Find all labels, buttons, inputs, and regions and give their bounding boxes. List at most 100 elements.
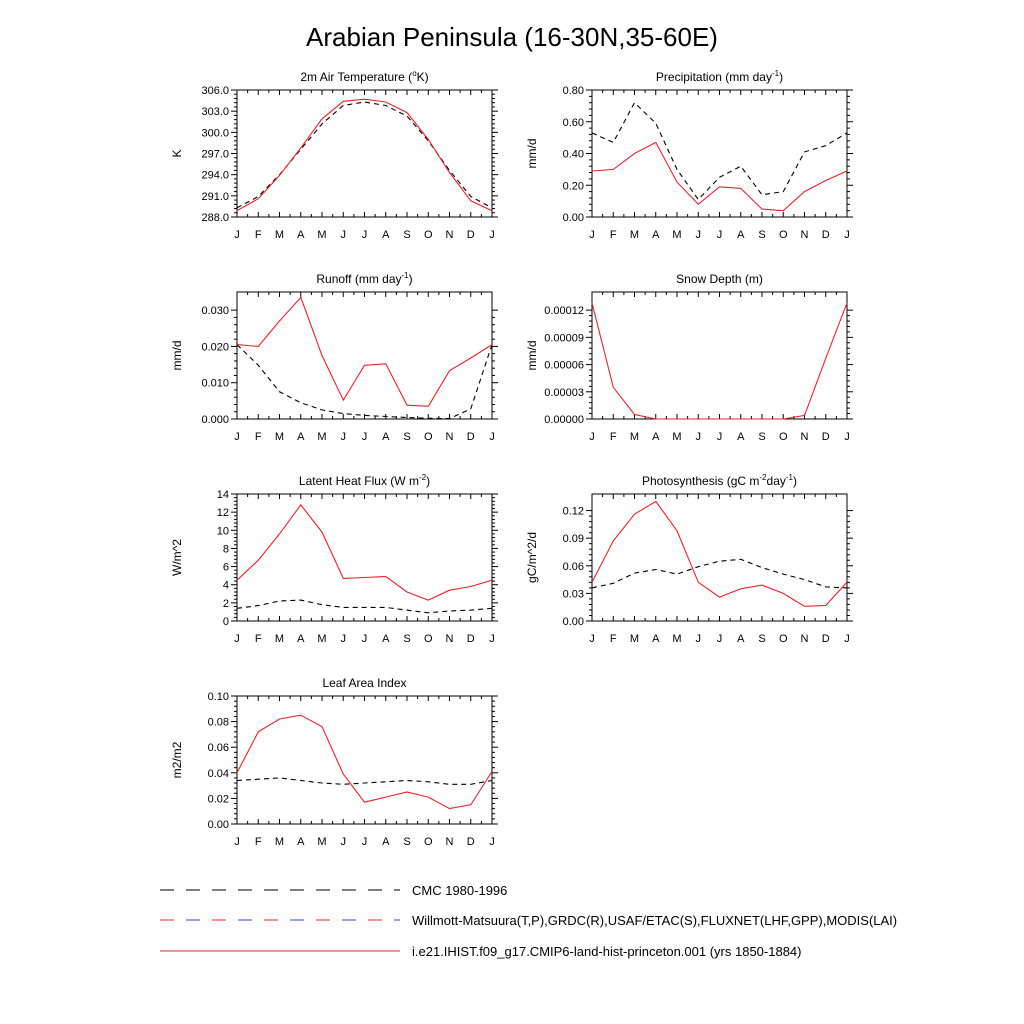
y-axis-label: K bbox=[170, 149, 184, 157]
panel-title-text: 2m Air Temperature ( bbox=[300, 70, 412, 84]
x-tick-label: F bbox=[255, 836, 262, 848]
x-tick-label: J bbox=[717, 229, 723, 241]
y-tick-label: 291.0 bbox=[201, 191, 229, 203]
x-tick-label: N bbox=[446, 836, 454, 848]
x-tick-label: J bbox=[234, 836, 240, 848]
x-tick-label: A bbox=[382, 431, 390, 443]
x-tick-label: J bbox=[362, 633, 368, 645]
y-tick-label: 306.0 bbox=[201, 85, 229, 97]
x-tick-label: M bbox=[275, 633, 284, 645]
panel-title-end: ) bbox=[426, 474, 430, 488]
y-tick-label: 0.00009 bbox=[544, 332, 584, 344]
x-tick-label: J bbox=[844, 431, 850, 443]
x-tick-label: O bbox=[779, 229, 788, 241]
series-line-model bbox=[591, 141, 848, 212]
y-tick-label: 6 bbox=[223, 562, 229, 574]
y-tick-label: 0.06 bbox=[563, 561, 584, 573]
plot-frame bbox=[236, 291, 493, 420]
x-tick-label: J bbox=[696, 431, 702, 443]
x-tick-label: M bbox=[630, 431, 639, 443]
x-tick-label: J bbox=[362, 431, 368, 443]
panel-precipitation: J F M A M J J A S O N D J0.000.200.400.600.80mm/dPre… bbox=[525, 69, 853, 241]
x-tick-label: A bbox=[297, 633, 305, 645]
y-tick-label: 0.020 bbox=[201, 341, 229, 353]
legend-label-cmc: CMC 1980-1996 bbox=[412, 883, 507, 898]
y-axis-label: mm/d bbox=[525, 139, 539, 169]
plot-frame bbox=[236, 89, 493, 218]
x-tick-label: M bbox=[317, 633, 326, 645]
panel-title-sup: -2 bbox=[419, 473, 427, 482]
y-tick-label: 0.00000 bbox=[544, 414, 584, 426]
x-tick-label: J bbox=[844, 633, 850, 645]
x-tick-label: J bbox=[489, 633, 495, 645]
panel-title: Snow Depth (m) bbox=[676, 272, 763, 286]
x-tick-label: A bbox=[652, 229, 660, 241]
y-tick-label: 0.00 bbox=[563, 616, 584, 628]
panel-title-text: Runoff (mm day bbox=[316, 272, 401, 286]
y-tick-label: 0.000 bbox=[201, 414, 229, 426]
y-tick-label: 0.60 bbox=[563, 117, 584, 129]
x-tick-label: J bbox=[589, 633, 595, 645]
y-tick-label: 297.0 bbox=[201, 149, 229, 161]
panel-title-sup: -1 bbox=[402, 271, 410, 280]
panel-title-text: Latent Heat Flux (W m bbox=[299, 474, 419, 488]
x-tick-label: D bbox=[467, 229, 475, 241]
y-axis-label: W/m^2 bbox=[170, 539, 184, 576]
x-tick-label: J bbox=[844, 229, 850, 241]
y-tick-label: 294.0 bbox=[201, 170, 229, 182]
panel-leaf-area-index: J F M A M J J A S O N D J0.000.020.040.060.080.10m2/… bbox=[170, 676, 498, 848]
x-tick-label: A bbox=[382, 229, 390, 241]
series-line-observed bbox=[591, 558, 848, 589]
plot-frame bbox=[591, 291, 848, 420]
series-line-model bbox=[591, 500, 848, 607]
y-tick-label: 8 bbox=[223, 543, 229, 555]
panel-title-text: Photosynthesis (gC m bbox=[642, 474, 759, 488]
x-tick-label: J bbox=[341, 836, 347, 848]
y-tick-label: 0.00006 bbox=[544, 360, 584, 372]
panel-photosynthesis: J F M A M J J A S O N D J0.000.030.060.090.12gC/m^2/… bbox=[525, 473, 853, 645]
x-tick-label: J bbox=[234, 431, 240, 443]
y-tick-label: 0.00012 bbox=[544, 305, 584, 317]
panel-title-end: ) bbox=[779, 70, 783, 84]
panel-title-sup2: -1 bbox=[786, 473, 794, 482]
x-tick-label: J bbox=[341, 633, 347, 645]
x-tick-label: A bbox=[382, 633, 390, 645]
y-tick-label: 0.40 bbox=[563, 149, 584, 161]
x-tick-label: D bbox=[822, 431, 830, 443]
x-tick-label: J bbox=[341, 431, 347, 443]
x-tick-label: N bbox=[446, 431, 454, 443]
x-tick-label: J bbox=[717, 633, 723, 645]
y-tick-label: 0.03 bbox=[563, 588, 584, 600]
y-tick-label: 300.0 bbox=[201, 127, 229, 139]
y-tick-label: 0.09 bbox=[563, 533, 584, 545]
x-tick-label: A bbox=[297, 229, 305, 241]
x-tick-label: J bbox=[489, 431, 495, 443]
x-tick-label: S bbox=[403, 431, 410, 443]
y-tick-label: 10 bbox=[217, 525, 229, 537]
x-tick-label: O bbox=[424, 836, 433, 848]
x-tick-label: S bbox=[758, 431, 765, 443]
x-tick-label: J bbox=[717, 431, 723, 443]
x-tick-label: N bbox=[801, 633, 809, 645]
x-tick-label: M bbox=[275, 836, 284, 848]
panel-title-text: Snow Depth (m) bbox=[676, 272, 763, 286]
x-tick-label: M bbox=[672, 633, 681, 645]
x-tick-label: O bbox=[424, 431, 433, 443]
x-tick-label: D bbox=[467, 431, 475, 443]
panel-title-end2: ) bbox=[793, 474, 797, 488]
y-tick-label: 288.0 bbox=[201, 212, 229, 224]
panel-title-text: Precipitation (mm day bbox=[656, 70, 772, 84]
legend-label-obs: Willmott-Matsuura(T,P),GRDC(R),USAF/ETAC… bbox=[412, 913, 897, 928]
y-tick-label: 0.80 bbox=[563, 85, 584, 97]
x-tick-label: M bbox=[672, 229, 681, 241]
plot-frame bbox=[591, 89, 848, 218]
plot-frame bbox=[591, 493, 848, 622]
panel-title: Runoff (mm day-1) bbox=[316, 271, 412, 286]
x-tick-label: A bbox=[737, 431, 745, 443]
x-tick-label: S bbox=[403, 836, 410, 848]
x-tick-label: M bbox=[317, 836, 326, 848]
y-tick-label: 0.10 bbox=[208, 691, 229, 703]
y-tick-label: 0.010 bbox=[201, 378, 229, 390]
x-tick-label: J bbox=[362, 229, 368, 241]
x-tick-label: D bbox=[467, 836, 475, 848]
